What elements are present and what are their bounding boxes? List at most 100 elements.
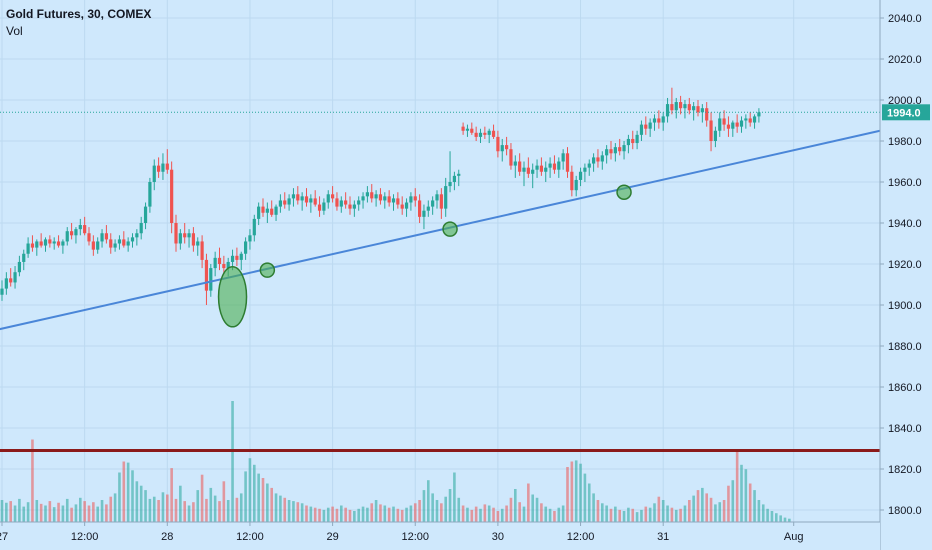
- marker-ellipse[interactable]: [442, 221, 458, 237]
- candle: [661, 116, 665, 123]
- candle: [544, 167, 548, 172]
- marker-ellipse[interactable]: [616, 184, 632, 200]
- candle: [483, 132, 487, 135]
- candle: [122, 239, 126, 246]
- volume-bar: [757, 500, 761, 522]
- volume-bar: [322, 509, 326, 522]
- symbol-title: Gold Futures, 30, COMEX: [6, 7, 152, 21]
- candle: [657, 118, 661, 123]
- candle: [509, 149, 513, 166]
- volume-bar: [9, 501, 12, 522]
- volume-bar: [735, 450, 739, 522]
- volume-bar: [113, 493, 117, 522]
- volume-bar: [470, 509, 474, 522]
- candle: [718, 118, 722, 131]
- volume-bar: [296, 502, 300, 522]
- marker-ellipse[interactable]: [259, 262, 276, 278]
- volume-bar: [422, 490, 426, 522]
- candle: [22, 253, 26, 262]
- candle: [679, 102, 683, 109]
- volume-bar: [383, 505, 387, 522]
- candle: [613, 147, 617, 154]
- candle: [561, 153, 565, 162]
- price-axis-background: [880, 0, 932, 550]
- volume-bar: [313, 507, 317, 522]
- volume-bar: [122, 461, 126, 522]
- volume-bar: [587, 483, 591, 522]
- volume-bar: [779, 515, 782, 522]
- price-tick-label: 1820.0: [888, 464, 922, 476]
- candle: [726, 124, 731, 129]
- volume-bar: [26, 502, 30, 522]
- volume-bar: [431, 493, 434, 522]
- volume-bar: [440, 503, 443, 522]
- volume-bar: [179, 485, 182, 522]
- volume-bar: [266, 483, 269, 522]
- candle: [4, 278, 8, 289]
- volume-bar: [392, 506, 395, 522]
- volume-bar: [200, 474, 204, 522]
- candle: [78, 225, 82, 230]
- volume-bar: [192, 502, 195, 522]
- volume-bar: [83, 501, 86, 522]
- candle: [552, 163, 557, 170]
- volume-bar: [222, 481, 226, 522]
- candle: [244, 241, 248, 254]
- candle: [565, 153, 570, 172]
- candle: [665, 104, 670, 117]
- price-tick-label: 1900.0: [888, 300, 922, 312]
- candle: [539, 165, 543, 172]
- trendline[interactable]: [0, 129, 881, 331]
- candle: [48, 239, 52, 244]
- candle: [731, 122, 735, 129]
- time-tick-label: 30: [492, 531, 504, 543]
- volume-bar: [540, 503, 543, 522]
- candle: [518, 161, 522, 172]
- candle: [422, 210, 426, 217]
- volume-bar: [261, 478, 265, 522]
- volume-bar: [740, 464, 743, 522]
- time-axis[interactable]: 27 12:00 28 12:00 29 12:00 30 12:00 31 Aug: [0, 521, 880, 550]
- drawings[interactable]: [0, 111, 881, 453]
- volume-bar: [413, 503, 417, 522]
- volume-bar: [279, 495, 282, 522]
- volume-bar: [653, 503, 656, 522]
- volume-bar: [57, 502, 60, 522]
- volume-bar: [44, 505, 47, 522]
- candle: [378, 194, 383, 201]
- candle: [348, 204, 352, 209]
- candle: [344, 200, 348, 205]
- price-axis[interactable]: 2040.0 2020.0 2000.0 1980.0 1960.0 1940.0 1920…: [879, 0, 932, 550]
- volume-bar: [583, 473, 587, 522]
- marker-ellipse[interactable]: [217, 266, 248, 328]
- volume-bar: [535, 497, 539, 522]
- volume-bar: [466, 507, 469, 522]
- volume-bar: [187, 505, 191, 522]
- volume-bar: [635, 512, 639, 522]
- candle: [257, 206, 261, 219]
- candle: [261, 206, 265, 213]
- candle: [26, 243, 30, 254]
- volume-bar: [166, 494, 169, 522]
- volume-bar: [144, 490, 147, 522]
- volume-bar: [744, 469, 748, 522]
- candle: [83, 225, 87, 234]
- time-tick-label: 12:00: [567, 531, 595, 543]
- volume-bar: [548, 508, 552, 522]
- volume-bar: [205, 498, 208, 522]
- volume-bar: [396, 508, 400, 522]
- volume-bar: [331, 506, 334, 522]
- volume-bar: [340, 505, 343, 522]
- volume-bar: [783, 517, 787, 522]
- volume-bar: [679, 508, 682, 522]
- volume-bar: [592, 493, 595, 522]
- candle: [461, 126, 465, 131]
- volume-bar: [418, 500, 421, 522]
- candle: [609, 149, 613, 154]
- volume-bar: [248, 458, 252, 522]
- candle: [196, 241, 200, 246]
- candle: [304, 196, 309, 203]
- volume-bar: [235, 497, 239, 522]
